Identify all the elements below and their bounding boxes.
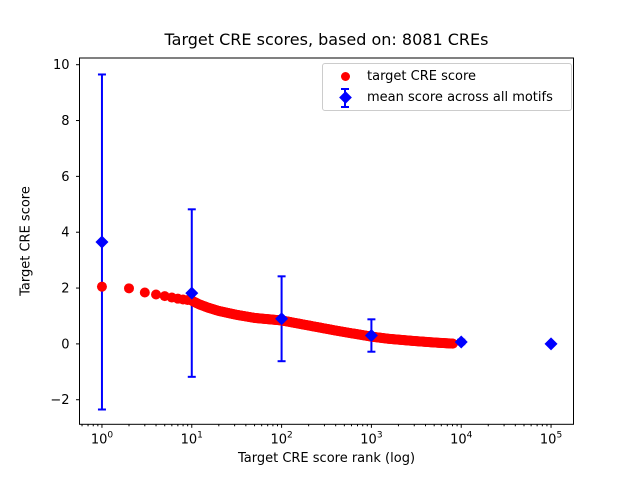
legend-label: target CRE score xyxy=(367,69,477,84)
y-axis-label: Target CRE score xyxy=(18,186,34,296)
legend-item-target-score: target CRE score xyxy=(323,67,571,87)
legend-label: mean score across all motifs xyxy=(367,90,553,105)
mean-diamond-point xyxy=(95,235,109,249)
x-tick-label: 101 xyxy=(181,430,203,447)
y-tick-label: 10 xyxy=(53,58,70,73)
x-tick-label: 103 xyxy=(360,430,382,447)
x-tick-label: 100 xyxy=(91,430,114,447)
y-tick-label: 6 xyxy=(61,170,69,185)
x-tick-label: 105 xyxy=(540,430,562,447)
x-tick-label: 102 xyxy=(270,430,292,447)
mean-diamond-point xyxy=(544,337,558,351)
axes-frame xyxy=(79,57,574,425)
legend-item-mean-score: mean score across all motifs xyxy=(323,87,571,108)
red-circle-icon xyxy=(323,67,367,87)
y-tick-label: 2 xyxy=(61,282,69,297)
y-tick-label: 0 xyxy=(61,337,69,352)
red-data-point xyxy=(123,283,134,294)
red-data-point xyxy=(151,289,162,300)
x-tick-label: 104 xyxy=(450,430,473,447)
red-data-point xyxy=(139,287,150,298)
mean-diamond-point xyxy=(275,312,289,326)
mean-diamond-point xyxy=(454,335,468,349)
red-data-point xyxy=(447,338,458,349)
red-data-point xyxy=(96,281,107,292)
y-tick-label: 4 xyxy=(61,226,69,241)
y-tick-label: −2 xyxy=(50,393,69,408)
blue-diamond-errorbar-icon xyxy=(323,87,367,108)
mean-diamond-point xyxy=(364,329,378,343)
x-axis-label: Target CRE score rank (log) xyxy=(237,451,416,466)
mean-diamond-point xyxy=(185,286,199,300)
legend: target CRE score mean score across all m… xyxy=(322,63,572,111)
y-tick-label: 8 xyxy=(61,114,69,129)
chart-title: Target CRE scores, based on: 8081 CREs xyxy=(164,30,489,49)
